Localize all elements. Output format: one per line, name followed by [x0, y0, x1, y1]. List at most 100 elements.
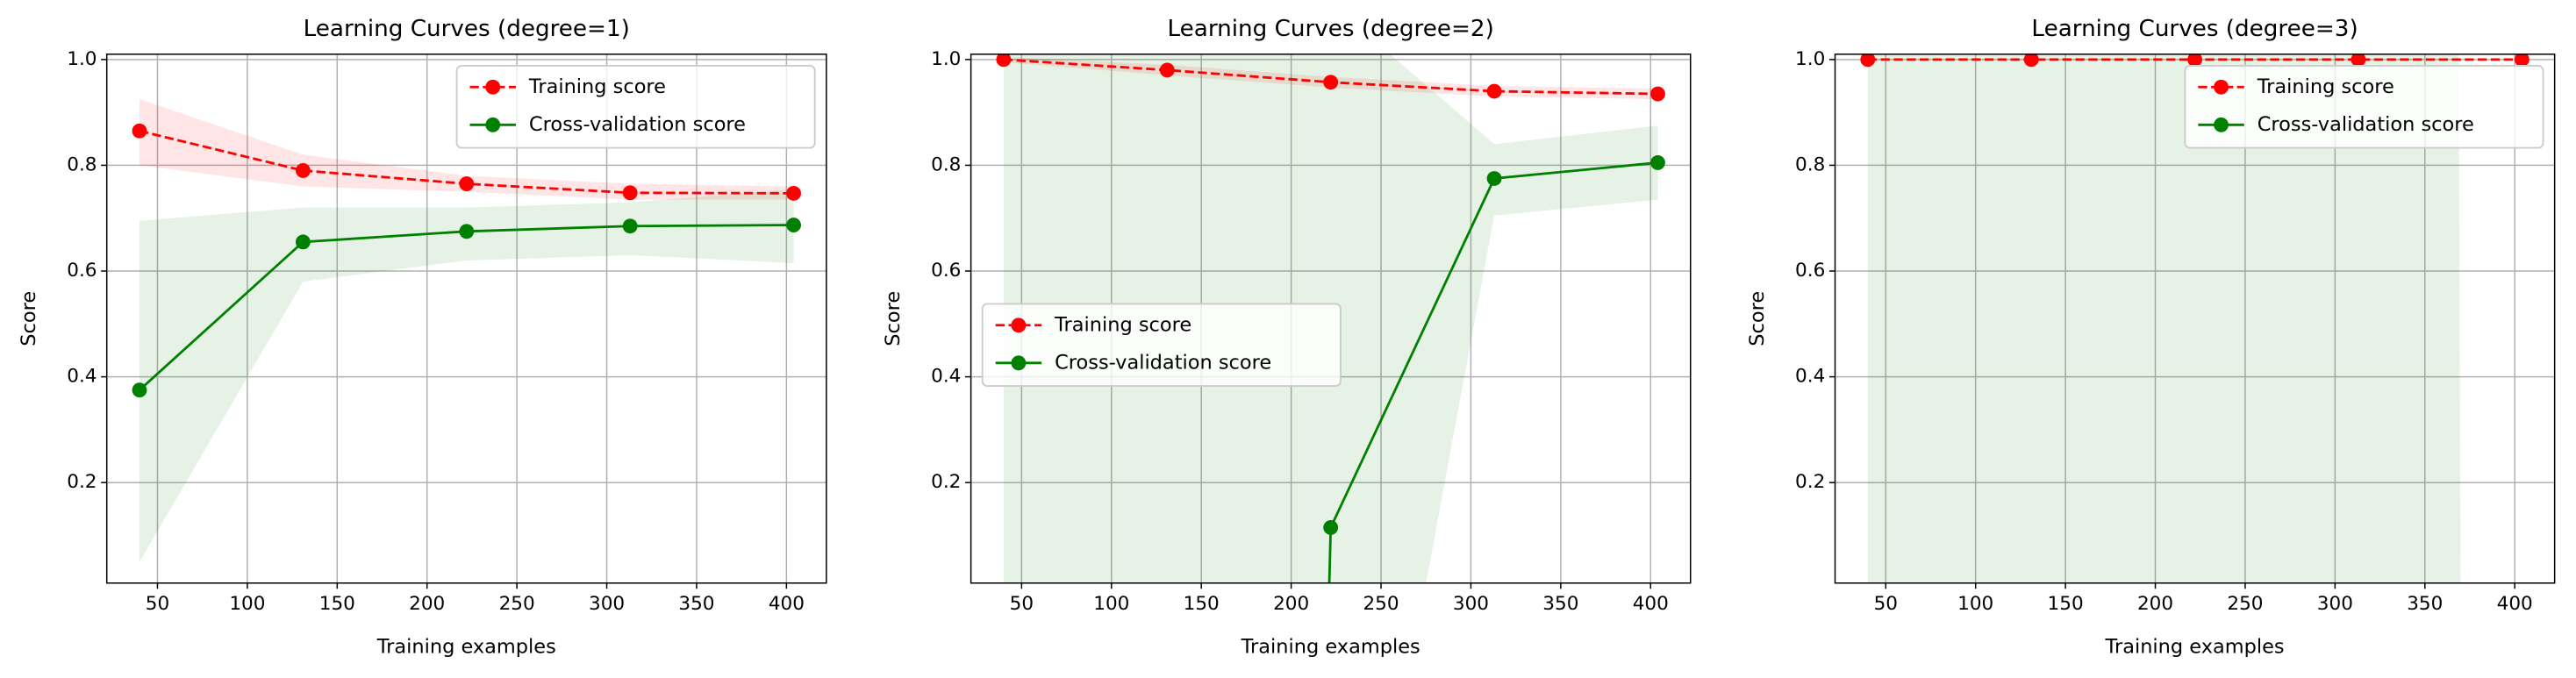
chart-title: Learning Curves (degree=2) — [1168, 16, 1494, 42]
legend-label: Training score — [2257, 75, 2394, 98]
subplot: Learning Curves (degree=3) Training examp… — [1746, 16, 2556, 658]
x-tick-label: 300 — [589, 593, 625, 615]
legend: Training score Cross-validation score — [455, 64, 816, 149]
x-tick-label: 50 — [1010, 593, 1034, 615]
legend-label: Cross-validation score — [1055, 351, 1271, 374]
y-tick-label: 0.8 — [1795, 153, 1825, 175]
legend-box — [455, 64, 816, 149]
subplot: Learning Curves (degree=1) Training examp… — [18, 16, 827, 658]
x-tick-label: 300 — [1453, 593, 1489, 615]
chart-title: Learning Curves (degree=1) — [304, 16, 630, 42]
y-tick-label: 0.2 — [67, 471, 97, 493]
x-tick-label: 50 — [146, 593, 169, 615]
data-point — [459, 176, 475, 191]
plot-area — [1860, 54, 2529, 583]
y-tick-label: 0.6 — [931, 260, 961, 282]
x-tick-label: 400 — [769, 593, 805, 615]
data-point — [1486, 83, 1502, 99]
data-point — [459, 224, 475, 239]
x-tick-label: 200 — [1273, 593, 1309, 615]
y-tick-label: 1.0 — [1795, 48, 1825, 70]
axes-frame — [105, 54, 827, 584]
data-point — [132, 382, 147, 398]
y-tick-label: 0.4 — [67, 366, 97, 388]
legend-label: Training score — [1054, 313, 1191, 336]
legend-box — [2184, 64, 2544, 149]
legend-label: Training score — [528, 75, 666, 98]
x-tick-label: 250 — [499, 593, 535, 615]
y-tick-label: 0.6 — [1795, 260, 1825, 282]
x-tick-label: 200 — [409, 593, 445, 615]
data-point — [1159, 62, 1175, 78]
data-point — [1323, 75, 1339, 90]
std-band — [139, 189, 794, 562]
data-point — [132, 123, 147, 139]
y-tick-label: 1.0 — [931, 48, 961, 70]
data-point — [2351, 54, 2366, 68]
data-point — [1650, 154, 1665, 170]
data-point — [622, 185, 638, 201]
y-tick-label: 0.2 — [1795, 471, 1825, 493]
legend-marker — [2214, 117, 2229, 132]
y-tick-label: 0.4 — [931, 366, 961, 388]
data-point — [2514, 54, 2529, 68]
x-tick-label: 400 — [1633, 593, 1669, 615]
x-tick-label: 150 — [1184, 593, 1220, 615]
data-point — [1486, 171, 1502, 186]
x-axis-label: Training examples — [376, 635, 556, 658]
x-tick-label: 100 — [1093, 593, 1129, 615]
data-point — [786, 185, 801, 201]
x-tick-label: 350 — [1542, 593, 1578, 615]
y-tick-label: 0.6 — [67, 260, 97, 282]
legend-marker — [485, 117, 501, 132]
legend: Training score Cross-validation score — [2184, 64, 2544, 149]
x-tick-label: 350 — [678, 593, 714, 615]
plot-area — [132, 99, 801, 562]
x-tick-label: 200 — [2137, 593, 2173, 615]
x-tick-label: 300 — [2317, 593, 2353, 615]
x-tick-label: 100 — [229, 593, 265, 615]
y-axis-label: Score — [882, 291, 905, 346]
data-point — [295, 163, 311, 178]
y-tick-label: 1.0 — [67, 48, 97, 70]
x-tick-label: 400 — [2497, 593, 2533, 615]
subplot: Learning Curves (degree=2) Training examp… — [882, 16, 1692, 658]
data-point — [2187, 54, 2203, 68]
data-point — [295, 234, 311, 250]
x-tick-label: 100 — [1957, 593, 1993, 615]
y-axis-label: Score — [18, 291, 40, 346]
legend-label: Cross-validation score — [2258, 113, 2474, 136]
axes-frame — [970, 54, 1692, 584]
std-band — [1867, 54, 2461, 583]
y-tick-label: 0.4 — [1795, 366, 1825, 388]
data-point — [1650, 86, 1665, 102]
x-tick-label: 150 — [2048, 593, 2084, 615]
x-axis-label: Training examples — [1241, 635, 1420, 658]
y-tick-label: 0.8 — [67, 153, 97, 175]
data-point — [2023, 54, 2039, 68]
legend-marker — [485, 79, 501, 95]
y-tick-label: 0.2 — [931, 471, 961, 493]
legend-label: Cross-validation score — [529, 113, 746, 136]
x-tick-label: 150 — [319, 593, 355, 615]
x-tick-label: 350 — [2407, 593, 2443, 615]
x-axis-label: Training examples — [2105, 635, 2285, 658]
axes-frame — [1834, 54, 2556, 584]
data-point — [1323, 520, 1339, 535]
data-point — [622, 218, 638, 234]
legend-marker — [1011, 355, 1027, 371]
legend-marker — [2214, 79, 2229, 95]
data-point — [786, 218, 801, 232]
y-axis-label: Score — [1746, 291, 1769, 346]
x-tick-label: 250 — [2227, 593, 2263, 615]
chart-title: Learning Curves (degree=3) — [2031, 16, 2358, 42]
legend-marker — [1011, 318, 1027, 333]
y-tick-label: 0.8 — [931, 153, 961, 175]
data-point — [1860, 54, 1876, 68]
legend: Training score Cross-validation score — [981, 303, 1342, 387]
legend-box — [981, 303, 1342, 387]
x-tick-label: 250 — [1363, 593, 1399, 615]
data-point — [996, 54, 1012, 68]
x-tick-label: 50 — [1874, 593, 1898, 615]
